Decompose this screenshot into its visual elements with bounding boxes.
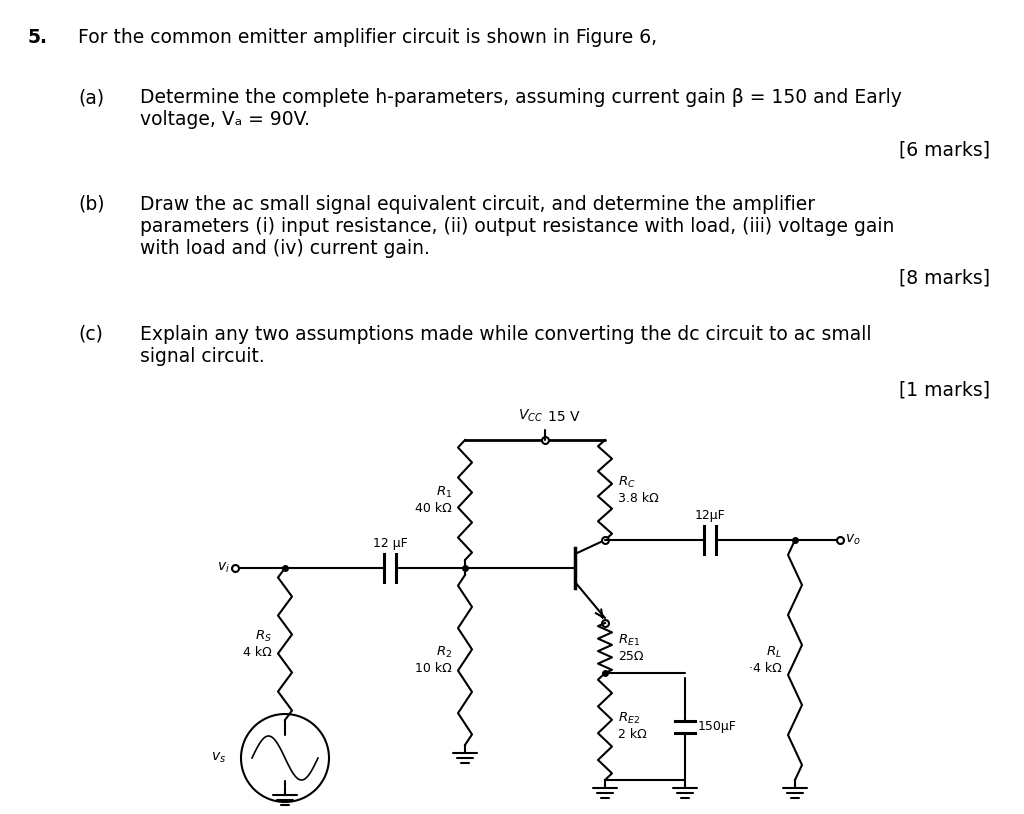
Text: signal circuit.: signal circuit. <box>140 347 265 366</box>
Text: [6 marks]: [6 marks] <box>899 140 990 159</box>
Text: 4 kΩ: 4 kΩ <box>244 646 272 659</box>
Text: [1 marks]: [1 marks] <box>899 380 990 399</box>
Text: $R_{E1}$: $R_{E1}$ <box>618 632 640 648</box>
Text: Determine the complete h-parameters, assuming current gain β = 150 and Early: Determine the complete h-parameters, ass… <box>140 88 902 107</box>
Text: $R_2$: $R_2$ <box>436 645 452 659</box>
Text: 12 μF: 12 μF <box>373 537 408 550</box>
Text: Figure 6: Figure 6 <box>542 425 548 426</box>
Text: 3.8 kΩ: 3.8 kΩ <box>618 492 658 505</box>
Text: 15 V: 15 V <box>548 410 580 424</box>
Text: 40 kΩ: 40 kΩ <box>416 501 452 514</box>
Text: $R_L$: $R_L$ <box>766 645 782 659</box>
Text: $R_C$: $R_C$ <box>618 475 636 489</box>
Text: $V_{CC}$: $V_{CC}$ <box>518 408 543 424</box>
Text: $v_s$: $v_s$ <box>211 751 226 765</box>
Text: 2 kΩ: 2 kΩ <box>618 728 647 741</box>
Text: 150μF: 150μF <box>698 720 737 733</box>
Text: 5.: 5. <box>28 28 48 47</box>
Text: 25Ω: 25Ω <box>618 650 643 663</box>
Text: ·4 kΩ: ·4 kΩ <box>750 662 782 675</box>
Text: $R_{E2}$: $R_{E2}$ <box>618 711 640 726</box>
Text: Draw the ac small signal equivalent circuit, and determine the amplifier: Draw the ac small signal equivalent circ… <box>140 195 815 214</box>
Text: $R_S$: $R_S$ <box>255 628 272 644</box>
Text: [8 marks]: [8 marks] <box>899 268 990 287</box>
Text: 10 kΩ: 10 kΩ <box>416 662 452 675</box>
Text: Explain any two assumptions made while converting the dc circuit to ac small: Explain any two assumptions made while c… <box>140 325 871 344</box>
Text: For the common emitter amplifier circuit is shown in Figure 6,: For the common emitter amplifier circuit… <box>78 28 657 47</box>
Text: 12μF: 12μF <box>694 509 725 522</box>
Text: (a): (a) <box>78 88 104 107</box>
Text: $R_1$: $R_1$ <box>436 484 452 500</box>
Text: (c): (c) <box>78 325 102 344</box>
Text: $v_o$: $v_o$ <box>845 533 861 547</box>
Text: with load and (iv) current gain.: with load and (iv) current gain. <box>140 239 430 258</box>
Text: parameters (i) input resistance, (ii) output resistance with load, (iii) voltage: parameters (i) input resistance, (ii) ou… <box>140 217 894 236</box>
Text: (b): (b) <box>78 195 104 214</box>
Text: voltage, Vₐ = 90V.: voltage, Vₐ = 90V. <box>140 110 310 129</box>
Text: $v_i$: $v_i$ <box>217 561 230 575</box>
